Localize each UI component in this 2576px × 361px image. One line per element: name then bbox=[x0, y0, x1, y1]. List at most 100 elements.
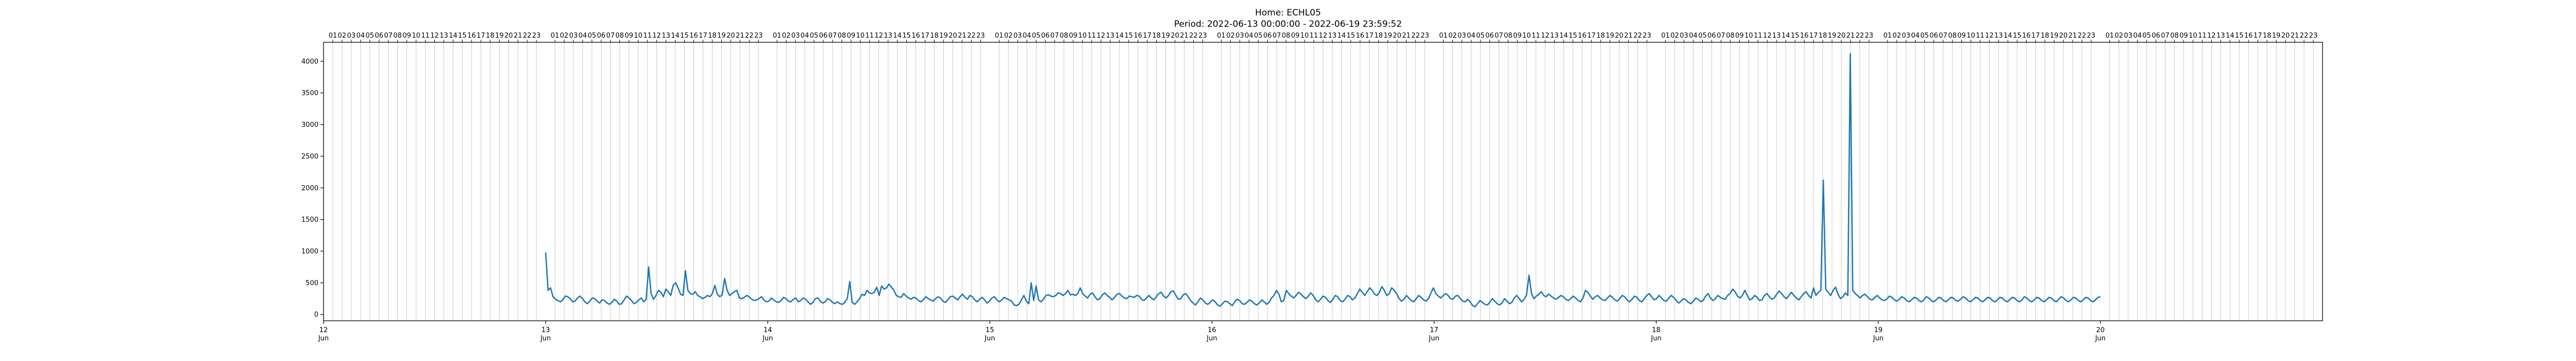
top-hour-label: 12 bbox=[430, 32, 439, 40]
top-hour-label: 17 bbox=[1365, 32, 1374, 40]
top-hour-label: 04 bbox=[1023, 32, 1031, 40]
top-hour-label: 20 bbox=[1171, 32, 1179, 40]
top-hour-label: 22 bbox=[523, 32, 532, 40]
top-hour-label: 01 bbox=[1217, 32, 1226, 40]
x-tick-month-label: Jun bbox=[1651, 335, 1662, 342]
top-hour-label: 05 bbox=[1032, 32, 1041, 40]
top-hour-label: 18 bbox=[708, 32, 717, 40]
top-hour-label: 12 bbox=[2207, 32, 2216, 40]
top-hour-label: 22 bbox=[2300, 32, 2309, 40]
top-hour-label: 11 bbox=[1976, 32, 1985, 40]
top-hour-label: 07 bbox=[828, 32, 837, 40]
x-tick-month-label: Jun bbox=[1206, 335, 1217, 342]
top-hour-label: 06 bbox=[1929, 32, 1938, 40]
top-hour-label: 09 bbox=[847, 32, 856, 40]
top-hour-label: 23 bbox=[754, 32, 763, 40]
top-hour-label: 21 bbox=[2069, 32, 2077, 40]
top-hour-label: 18 bbox=[2041, 32, 2049, 40]
x-tick-month-label: Jun bbox=[762, 335, 773, 342]
top-hour-label: 20 bbox=[1393, 32, 1401, 40]
top-hour-label: 21 bbox=[736, 32, 744, 40]
hour-gridlines bbox=[332, 42, 2314, 321]
top-hour-label: 20 bbox=[2281, 32, 2290, 40]
top-hour-label: 01 bbox=[1439, 32, 1448, 40]
top-hour-label: 14 bbox=[1115, 32, 1124, 40]
top-hour-label: 11 bbox=[1310, 32, 1318, 40]
top-hour-label: 09 bbox=[1291, 32, 1300, 40]
top-hour-label: 22 bbox=[1633, 32, 1642, 40]
top-hour-label: 16 bbox=[1800, 32, 1809, 40]
top-hour-label: 13 bbox=[2216, 32, 2225, 40]
y-tick-label: 0 bbox=[314, 311, 318, 319]
top-hour-label: 10 bbox=[412, 32, 420, 40]
top-hour-label: 02 bbox=[1892, 32, 1901, 40]
x-tick-month-label: Jun bbox=[1873, 335, 1884, 342]
top-hour-label: 16 bbox=[467, 32, 476, 40]
top-hour-label: 09 bbox=[625, 32, 634, 40]
y-tick-label: 3500 bbox=[301, 90, 318, 97]
top-hour-label: 06 bbox=[2151, 32, 2160, 40]
x-tick-month-label: Jun bbox=[540, 335, 551, 342]
top-hour-label: 17 bbox=[921, 32, 929, 40]
x-tick-day-label: 15 bbox=[986, 326, 994, 334]
top-hour-label: 20 bbox=[726, 32, 735, 40]
top-hour-label: 04 bbox=[579, 32, 587, 40]
top-hour-label: 07 bbox=[2161, 32, 2170, 40]
top-hour-label: 19 bbox=[1383, 32, 1392, 40]
top-hour-label: 15 bbox=[2013, 32, 2022, 40]
top-hour-label: 08 bbox=[1948, 32, 1957, 40]
top-hour-label: 13 bbox=[1550, 32, 1559, 40]
top-hour-label: 16 bbox=[689, 32, 698, 40]
top-hour-label: 17 bbox=[1809, 32, 1818, 40]
top-hour-label: 21 bbox=[1180, 32, 1189, 40]
top-hour-label: 19 bbox=[939, 32, 948, 40]
plot-frame bbox=[323, 42, 2323, 321]
top-hour-label: 07 bbox=[1939, 32, 1947, 40]
top-hour-label: 13 bbox=[1994, 32, 2003, 40]
chart-subtitle: Period: 2022-06-13 00:00:00 - 2022-06-19… bbox=[1174, 19, 1402, 29]
top-hour-label: 08 bbox=[393, 32, 402, 40]
y-tick-label: 3000 bbox=[301, 121, 318, 129]
top-hour-label: 12 bbox=[1319, 32, 1328, 40]
top-hour-label: 23 bbox=[532, 32, 541, 40]
top-hour-label: 13 bbox=[439, 32, 448, 40]
top-hour-label: 10 bbox=[1078, 32, 1087, 40]
top-hour-label: 09 bbox=[1069, 32, 1078, 40]
x-tick-day-label: 19 bbox=[1874, 326, 1883, 334]
y-tick-label: 2500 bbox=[301, 153, 318, 160]
x-tick-day-label: 16 bbox=[1208, 326, 1216, 334]
top-hour-label: 17 bbox=[2031, 32, 2040, 40]
x-tick-day-label: 17 bbox=[1430, 326, 1438, 334]
top-hour-label: 20 bbox=[1837, 32, 1846, 40]
y-tick-label: 4000 bbox=[301, 58, 318, 65]
top-hour-label: 22 bbox=[745, 32, 754, 40]
x-tick-day-label: 20 bbox=[2096, 326, 2105, 334]
top-hour-label: 03 bbox=[2124, 32, 2133, 40]
top-hour-label: 02 bbox=[1226, 32, 1235, 40]
top-hour-label: 13 bbox=[1106, 32, 1115, 40]
top-hour-label: 19 bbox=[717, 32, 726, 40]
top-hour-label: 05 bbox=[1254, 32, 1263, 40]
top-hour-label: 15 bbox=[1569, 32, 1578, 40]
top-hour-label: 01 bbox=[329, 32, 337, 40]
top-hour-label: 11 bbox=[1532, 32, 1540, 40]
top-hour-label: 12 bbox=[1985, 32, 1994, 40]
top-hour-label: 13 bbox=[1328, 32, 1337, 40]
top-hour-label: 19 bbox=[2050, 32, 2059, 40]
top-hour-label: 07 bbox=[1495, 32, 1503, 40]
top-hour-label: 04 bbox=[1467, 32, 1476, 40]
top-hour-label: 18 bbox=[1819, 32, 1827, 40]
top-hour-label: 12 bbox=[1541, 32, 1550, 40]
top-hour-label: 03 bbox=[1013, 32, 1022, 40]
top-hour-label: 14 bbox=[893, 32, 902, 40]
top-hour-label: 09 bbox=[2179, 32, 2188, 40]
top-hour-label: 12 bbox=[875, 32, 884, 40]
top-hour-label: 14 bbox=[671, 32, 680, 40]
top-hour-label: 03 bbox=[569, 32, 578, 40]
top-hour-label: 04 bbox=[2133, 32, 2142, 40]
top-hour-label: 14 bbox=[1337, 32, 1346, 40]
top-hour-label: 18 bbox=[930, 32, 939, 40]
top-hour-label: 01 bbox=[773, 32, 782, 40]
top-hour-label: 11 bbox=[2198, 32, 2207, 40]
